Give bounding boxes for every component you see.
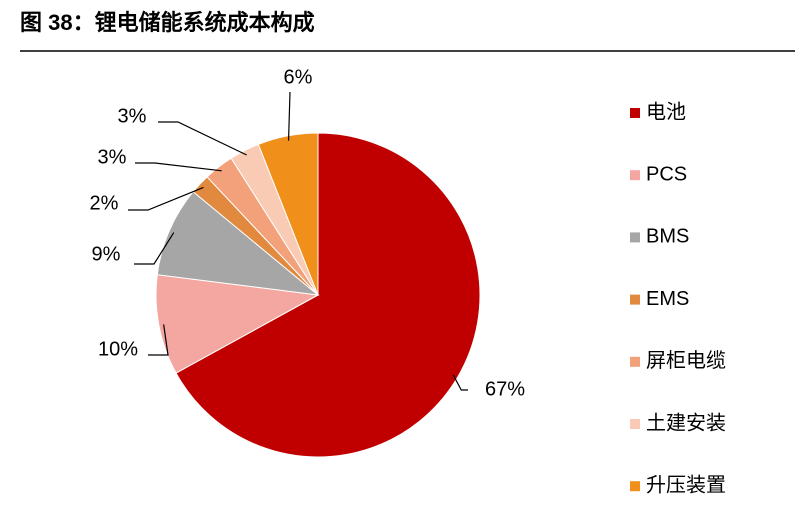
pie-slice xyxy=(175,132,481,458)
legend-swatch xyxy=(630,108,640,118)
leader-line xyxy=(128,186,204,211)
data-label: 67% xyxy=(485,378,525,400)
pie-slice xyxy=(257,132,319,296)
pie-slice xyxy=(155,274,320,374)
data-label: 9% xyxy=(92,243,121,265)
legend-label: 土建安装 xyxy=(646,411,726,434)
leader-line xyxy=(148,324,169,356)
data-label: 3% xyxy=(98,146,127,168)
legend-label: PCS xyxy=(646,163,687,185)
leader-line xyxy=(158,121,247,156)
legend-swatch xyxy=(630,232,640,243)
leader-line xyxy=(135,162,222,172)
legend-label: 电池 xyxy=(646,100,686,123)
legend-swatch xyxy=(630,356,640,367)
data-label: 3% xyxy=(118,105,147,127)
leader-line xyxy=(452,374,468,391)
data-label: 6% xyxy=(284,66,313,88)
leader-line xyxy=(287,91,291,141)
legend-swatch xyxy=(630,419,640,429)
data-label: 2% xyxy=(90,192,119,214)
legend-label: 升压装置 xyxy=(646,473,726,496)
legend-swatch xyxy=(630,481,640,492)
pie-slice xyxy=(156,191,320,296)
data-label: 10% xyxy=(98,338,138,360)
legend-label: BMS xyxy=(646,226,689,248)
legend-label: 屏柜电缆 xyxy=(646,349,726,372)
leader-line xyxy=(134,232,175,265)
legend-label: EMS xyxy=(646,288,689,310)
legend-swatch xyxy=(630,170,640,181)
legend-swatch xyxy=(630,294,640,305)
chart-title: 图 38：锂电储能系统成本构成 xyxy=(20,10,315,35)
